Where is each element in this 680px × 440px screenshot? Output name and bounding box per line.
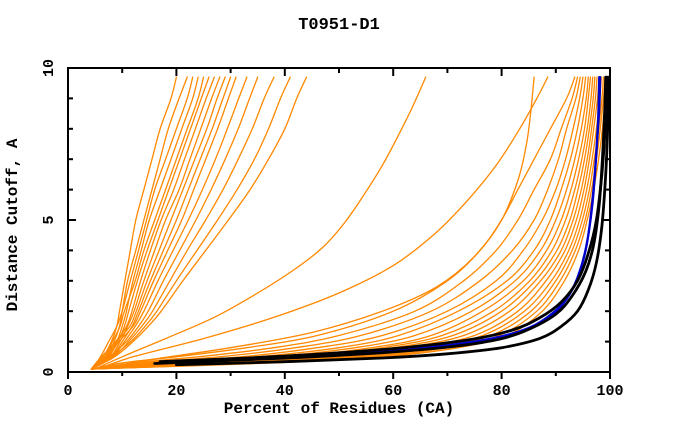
model-curve-orange-poor-05 xyxy=(90,76,205,370)
model-curve-orange-poor-10 xyxy=(90,76,232,370)
model-curve-orange-poor-03 xyxy=(90,76,194,370)
model-curve-orange-poor-13 xyxy=(90,76,259,370)
model-curve-orange-good-01 xyxy=(91,76,576,370)
model-curve-orange-poor-02 xyxy=(90,76,188,370)
x-tick-label: 0 xyxy=(63,383,72,400)
y-tick-label: 10 xyxy=(41,59,58,77)
model-curve-orange-good-04 xyxy=(91,76,584,370)
x-tick-label: 40 xyxy=(276,383,294,400)
y-tick-label: 0 xyxy=(41,367,58,376)
model-curve-orange-mid-steep xyxy=(99,76,535,370)
model-curve-orange-poor-12 xyxy=(90,76,248,370)
model-curve-orange-good-02 xyxy=(91,76,579,370)
model-curve-orange-poor-16 xyxy=(90,76,308,370)
x-tick-label: 60 xyxy=(384,383,402,400)
model-curve-orange-poor-15 xyxy=(90,76,291,370)
model-curve-orange-mid-lone xyxy=(94,76,427,370)
model-curve-orange-poor-04 xyxy=(90,76,199,370)
plot-layer: 0 20 40 60 80 100 0 5 10 xyxy=(41,59,624,400)
chart-title: T0951-D1 xyxy=(298,16,380,35)
model-curve-orange-good-03 xyxy=(91,76,581,370)
model-curve-black-02 xyxy=(158,75,609,364)
x-tick-label: 80 xyxy=(493,383,511,400)
model-curve-orange-poor-08 xyxy=(90,76,221,370)
model-curve-orange-poor-09 xyxy=(90,76,226,370)
model-curve-orange-poor-06 xyxy=(90,76,210,370)
y-axis-label: Distance Cutoff, A xyxy=(4,138,22,311)
model-curve-orange-poor-11 xyxy=(90,76,237,370)
x-tick-label: 20 xyxy=(167,383,185,400)
x-axis-label: Percent of Residues (CA) xyxy=(224,400,454,418)
model-curve-orange-poor-01 xyxy=(90,76,178,370)
x-tick-label: 100 xyxy=(596,383,623,400)
y-tick-label: 5 xyxy=(41,215,58,224)
model-curve-black-03 xyxy=(175,75,610,367)
model-curve-orange-poor-07 xyxy=(90,76,215,370)
model-curve-orange-mid-sweep xyxy=(97,76,549,370)
model-curve-orange-poor-14 xyxy=(90,76,275,370)
model-curve-black-01 xyxy=(153,75,608,365)
